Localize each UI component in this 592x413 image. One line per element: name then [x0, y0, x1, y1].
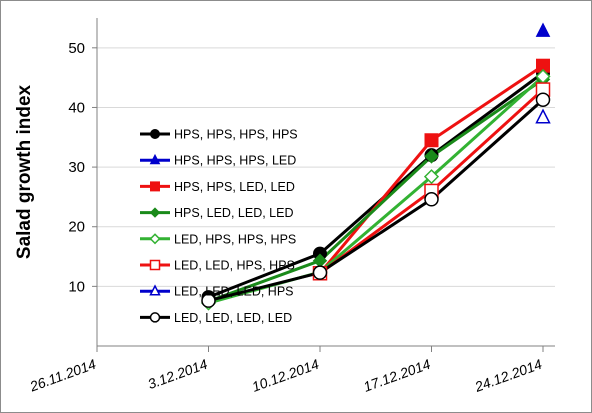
legend-swatch-marker	[149, 284, 161, 296]
x-tick-labels: 26.11.2014 3.12.2014 10.12.2014 17.12.2014 2…	[27, 356, 544, 395]
x-tick-label: 24.12.2014	[472, 356, 544, 395]
legend-label: LED, HPS, HPS, HPS	[174, 232, 296, 246]
legend-label: HPS, HPS, LED, LED	[174, 180, 295, 194]
y-axis-label: Salad growth index	[14, 84, 35, 259]
y-tick-label: 30	[68, 159, 85, 176]
legend-label: HPS, HPS, HPS, HPS	[174, 128, 298, 142]
y-tick-label: 20	[68, 219, 85, 236]
axes	[92, 18, 555, 352]
y-tick-label: 10	[68, 278, 85, 295]
series-line	[208, 98, 544, 303]
legend-swatch-marker	[149, 153, 161, 165]
data-point	[535, 22, 551, 37]
data-point	[535, 92, 551, 107]
y-tick-label: 40	[68, 99, 85, 116]
legend-label: LED, LED, LED, LED	[174, 311, 292, 325]
legend: HPS, HPS, HPS, HPS HPS, HPS, HPS, LED HPS,…	[140, 128, 298, 325]
legend-label: HPS, HPS, HPS, LED	[174, 154, 296, 168]
x-tick-label: 26.11.2014	[27, 356, 98, 395]
data-point	[312, 265, 328, 280]
x-tick-label: 10.12.2014	[250, 356, 322, 395]
series-markers	[200, 22, 551, 311]
legend-swatch-marker	[150, 181, 160, 192]
data-point	[423, 169, 440, 185]
gridlines	[97, 47, 555, 287]
y-tick-labels: 10 20 30 40 50	[68, 40, 85, 296]
data-point	[201, 293, 216, 308]
data-point	[535, 108, 551, 124]
series-line	[207, 71, 544, 299]
legend-label: LED, LED, HPS, HPS	[174, 259, 295, 273]
legend-swatch-marker	[149, 312, 161, 323]
y-tick-label: 50	[68, 40, 85, 57]
data-point	[424, 133, 439, 148]
legend-swatch-marker	[149, 207, 161, 218]
legend-swatch-marker	[150, 129, 160, 139]
legend-label: HPS, LED, LED, LED	[174, 206, 294, 220]
x-tick-label: 3.12.2014	[146, 356, 210, 392]
legend-label: LED, LED, LED, HPS	[174, 285, 294, 299]
data-point	[424, 192, 439, 207]
legend-swatch-marker	[149, 259, 161, 271]
series-line	[207, 78, 544, 303]
data-point	[424, 149, 439, 164]
x-tick-label: 17.12.2014	[361, 356, 433, 395]
legend-swatch-marker	[149, 233, 161, 245]
